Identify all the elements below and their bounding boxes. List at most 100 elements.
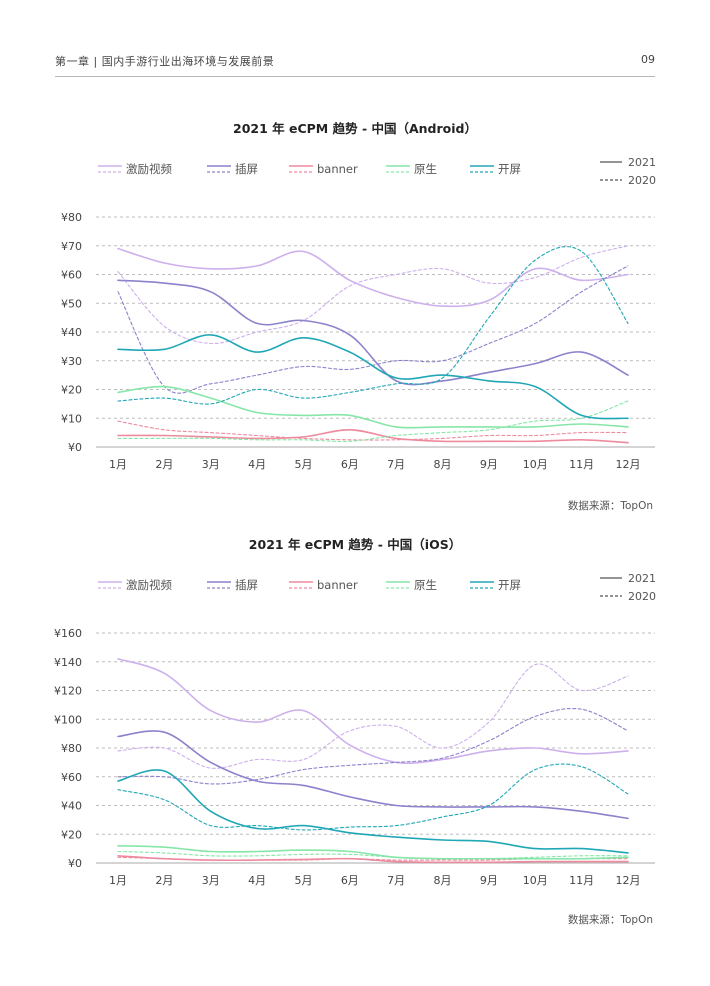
x-tick-label: 8月: [434, 458, 452, 471]
x-tick-label: 6月: [341, 458, 359, 471]
android-ecpm-chart: 2021 年 eCPM 趋势 - 中国（Android） 激励视频 插屏 banne…: [0, 118, 710, 518]
y-tick-label: ¥10: [61, 412, 82, 425]
y-tick-label: ¥160: [54, 627, 82, 640]
x-tick-label: 7月: [387, 458, 405, 471]
ios-chart-plot: 激励视频 插屏 banner 原生 开屏 2021 2020 ¥0 ¥20 ¥40 ¥60 ¥80 ¥1…: [54, 572, 656, 887]
y-tick-label: ¥20: [61, 828, 82, 841]
y-tick-label: ¥30: [61, 355, 82, 368]
x-tick-label: 7月: [387, 874, 405, 887]
series-line-1: [117, 245, 629, 345]
y-tick-label: ¥70: [61, 240, 82, 253]
legend-item-1: 插屏: [207, 578, 258, 592]
chart-title: 2021 年 eCPM 趋势 - 中国（Android）: [233, 121, 477, 136]
x-tick-label: 11月: [569, 458, 594, 471]
year-legend-2021: 2021: [600, 156, 656, 169]
series-line-2: [117, 279, 629, 386]
series-line-1: [117, 663, 629, 769]
year-legend-label: 2021: [628, 156, 656, 169]
year-legend-label: 2020: [628, 174, 656, 187]
legend-label: 原生: [414, 162, 437, 176]
legend-item-3: 原生: [386, 162, 437, 176]
android-chart-plot: 激励视频 插屏 banner 原生 开屏 2021 2020 ¥0 ¥10 ¥20 ¥30 ¥40 ¥5…: [61, 156, 656, 471]
chart-title: 2021 年 eCPM 趋势 - 中国（iOS）: [248, 537, 462, 552]
series-line-6: [117, 385, 629, 429]
y-tick-label: ¥0: [68, 857, 82, 870]
y-tick-label: ¥40: [61, 800, 82, 813]
legend-item-1: 插屏: [207, 162, 258, 176]
y-tick-label: ¥100: [54, 713, 82, 726]
year-legend-label: 2020: [628, 590, 656, 603]
x-tick-label: 12月: [616, 874, 641, 887]
year-legend-2021: 2021: [600, 572, 656, 585]
x-tick-label: 2月: [155, 458, 173, 471]
series-line-3: [117, 265, 629, 394]
legend-item-3: 原生: [386, 578, 437, 592]
x-tick-label: 11月: [569, 874, 594, 887]
x-tick-label: 8月: [434, 874, 452, 887]
legend-label: 激励视频: [126, 578, 172, 592]
x-tick-label: 4月: [248, 874, 266, 887]
x-tick-label: 5月: [294, 874, 312, 887]
series-line-0: [117, 247, 629, 308]
ios-ecpm-chart: 2021 年 eCPM 趋势 - 中国（iOS） 激励视频 插屏 banner 原生 开…: [0, 534, 710, 934]
series-line-9: [117, 246, 629, 405]
page-number: 09: [641, 53, 655, 66]
data-source: 数据来源：TopOn: [567, 914, 653, 926]
legend-label: 插屏: [235, 578, 258, 592]
x-tick-label: 10月: [523, 458, 548, 471]
y-tick-label: ¥80: [61, 742, 82, 755]
x-tick-label: 12月: [616, 458, 641, 471]
y-tick-label: ¥60: [61, 771, 82, 784]
legend-label: 开屏: [498, 578, 521, 592]
year-legend-2020: 2020: [600, 590, 656, 603]
y-tick-label: ¥140: [54, 656, 82, 669]
x-tick-label: 6月: [341, 874, 359, 887]
legend-item-2: banner: [289, 162, 358, 176]
legend-label: 激励视频: [126, 162, 172, 176]
legend-item-4: 开屏: [470, 162, 521, 176]
data-source: 数据来源：TopOn: [567, 500, 653, 512]
legend-label: banner: [317, 162, 358, 176]
series-line-8: [117, 769, 629, 854]
x-tick-label: 1月: [109, 874, 127, 887]
legend-label: 插屏: [235, 162, 258, 176]
x-tick-label: 1月: [109, 458, 127, 471]
series-line-3: [117, 708, 629, 785]
legend-item-2: banner: [289, 578, 358, 592]
legend-item-0: 激励视频: [98, 162, 172, 176]
y-tick-label: ¥80: [61, 211, 82, 224]
y-tick-label: ¥40: [61, 326, 82, 339]
x-tick-label: 5月: [294, 458, 312, 471]
series-line-6: [117, 845, 629, 860]
year-legend-2020: 2020: [600, 174, 656, 187]
x-tick-label: 3月: [202, 458, 220, 471]
series-line-5: [117, 420, 629, 441]
year-legend-label: 2021: [628, 572, 656, 585]
series-line-2: [117, 730, 629, 820]
series-line-9: [117, 763, 629, 831]
legend-item-0: 激励视频: [98, 578, 172, 592]
x-tick-label: 3月: [202, 874, 220, 887]
header-divider: [55, 76, 655, 77]
x-tick-label: 10月: [523, 874, 548, 887]
x-tick-label: 9月: [480, 458, 498, 471]
y-tick-label: ¥20: [61, 384, 82, 397]
legend-label: 开屏: [498, 162, 521, 176]
series-line-7: [117, 850, 629, 860]
x-tick-label: 4月: [248, 458, 266, 471]
x-tick-label: 2月: [155, 874, 173, 887]
series-line-8: [117, 334, 629, 420]
page-header: 第一章 | 国内手游行业出海环境与发展前景 09: [55, 50, 655, 74]
series-line-7: [117, 400, 629, 442]
series-line-0: [117, 658, 629, 765]
y-tick-label: ¥0: [68, 441, 82, 454]
y-tick-label: ¥120: [54, 685, 82, 698]
legend-label: 原生: [414, 578, 437, 592]
legend-label: banner: [317, 578, 358, 592]
x-tick-label: 9月: [480, 874, 498, 887]
legend-item-4: 开屏: [470, 578, 521, 592]
chapter-title: 第一章 | 国内手游行业出海环境与发展前景: [55, 55, 275, 68]
y-tick-label: ¥50: [61, 297, 82, 310]
series-line-4: [117, 428, 629, 444]
y-tick-label: ¥60: [61, 269, 82, 282]
